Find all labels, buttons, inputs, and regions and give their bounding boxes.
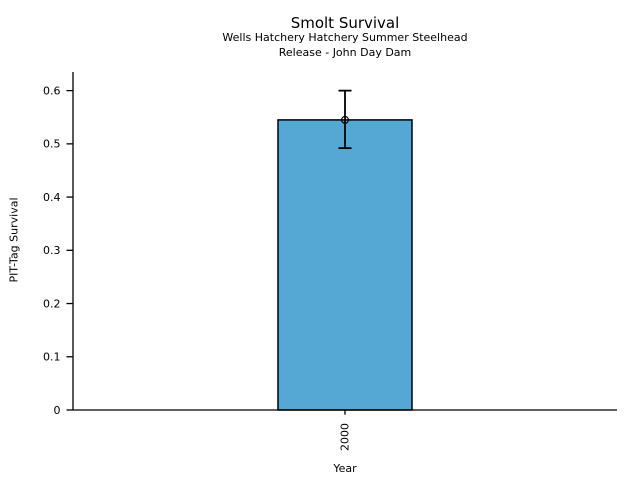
- chart-subtitle-line1: Wells Hatchery Hatchery Summer Steelhead: [222, 31, 467, 44]
- y-axis-label: PIT-Tag Survival: [8, 197, 21, 282]
- point-marker-open-circle: [341, 115, 350, 124]
- y-tick-label-0.6: 0.6: [43, 84, 61, 97]
- y-tick-label-0.4: 0.4: [43, 191, 61, 204]
- plot-area: 0 0.1 0.2 0.3 0.4 0.5 0.6 2000: [43, 72, 617, 451]
- chart-subtitle-line2: Release - John Day Dam: [279, 46, 412, 59]
- bar-2000: [277, 119, 413, 411]
- y-tick-label-0.5: 0.5: [43, 138, 61, 151]
- y-tick-label-0.1: 0.1: [43, 351, 61, 364]
- x-axis-label: Year: [332, 462, 357, 475]
- y-tick-label-0.2: 0.2: [43, 297, 61, 310]
- x-tick-label-2000: 2000: [339, 423, 352, 451]
- y-tick-label-0.3: 0.3: [43, 244, 61, 257]
- chart-title: Smolt Survival: [291, 14, 400, 32]
- y-tick-label-0: 0: [54, 404, 61, 417]
